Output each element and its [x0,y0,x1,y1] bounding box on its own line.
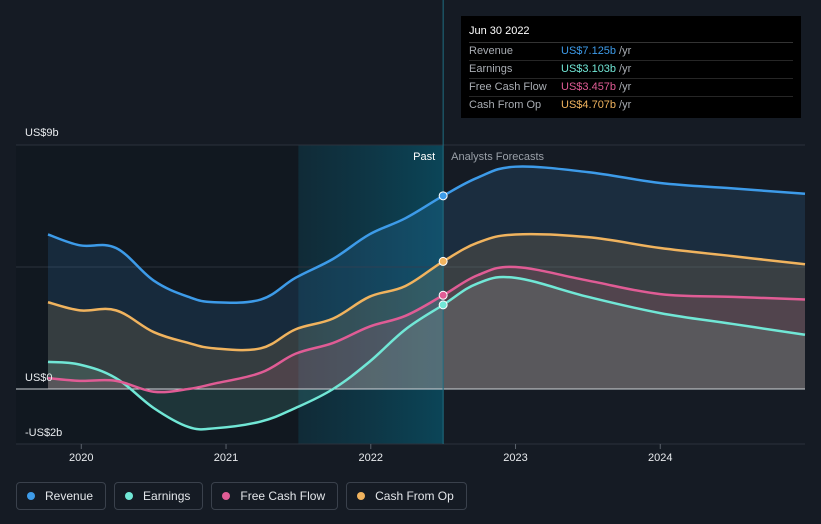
legend-item-revenue[interactable]: Revenue [16,482,107,510]
legend-item-cash-from-op[interactable]: Cash From Op [346,482,467,510]
tooltip-label: Cash From Op [469,99,542,111]
tooltip-label: Earnings [469,63,513,75]
y-tick-top: US$9b [25,127,59,139]
series-area-free-cash-flow [48,266,805,393]
x-tick-label: 2023 [503,452,527,464]
tooltip-unit: /yr [619,63,632,75]
legend-dot [27,492,35,500]
data-point-revenue [438,191,448,201]
legend-item-earnings[interactable]: Earnings [114,482,204,510]
data-point-earnings [438,300,448,310]
legend-dot [222,492,231,500]
y-tick-zero: US$0 [25,372,53,384]
tooltip-label: Free Cash Flow [469,81,547,93]
tooltip-row: Free Cash Flow US$3.457b /yr [469,79,793,97]
data-point-cash-from-op [438,256,448,266]
tooltip-row: Cash From Op US$4.707b /yr [469,97,793,114]
series-lines [47,165,806,431]
legend-item-free-cash-flow[interactable]: Free Cash Flow [211,482,339,510]
tooltip-value: US$3.457b [561,81,617,93]
tooltip-label: Revenue [469,45,514,57]
series-line-free-cash-flow [47,265,806,394]
tooltip-value: US$4.707b [561,99,617,111]
legend-label: Free Cash Flow [240,489,326,503]
series-line-revenue [47,165,806,305]
tooltip-date: Jun 30 2022 [469,24,793,43]
legend-dot [125,492,134,500]
series-line-earnings [47,275,806,431]
y-tick-bottom: -US$2b [25,427,62,439]
tooltip-row: Revenue US$7.125b /yr [469,43,793,61]
series-points [438,191,448,310]
tooltip-value: US$7.125b [561,45,617,57]
legend-label: Earnings [143,489,191,503]
series-area-earnings [48,276,805,430]
forecast-label: Analysts Forecasts [451,151,544,163]
data-point-free-cash-flow [438,290,448,300]
tooltip: Jun 30 2022 Revenue US$7.125b /yr Earnin… [461,16,801,118]
legend-label: Revenue [45,489,94,503]
x-tick-label: 2021 [214,452,238,464]
x-tick-label: 2020 [69,452,93,464]
x-tick-label: 2022 [359,452,383,464]
tooltip-unit: /yr [619,81,632,93]
tooltip-row: Earnings US$3.103b /yr [469,61,793,79]
tooltip-value: US$3.103b [561,63,617,75]
legend-label: Cash From Op [375,489,454,503]
legend: Revenue Earnings Free Cash Flow Cash Fro… [16,482,467,510]
tooltip-unit: /yr [619,45,632,57]
x-axis: 2020 2021 2022 2023 2024 [69,444,673,464]
past-label: Past [413,151,435,163]
x-tick-label: 2024 [648,452,672,464]
legend-dot [357,492,366,500]
series-line-cash-from-op [47,232,806,352]
tooltip-unit: /yr [619,99,632,111]
series-area-revenue [48,166,805,389]
